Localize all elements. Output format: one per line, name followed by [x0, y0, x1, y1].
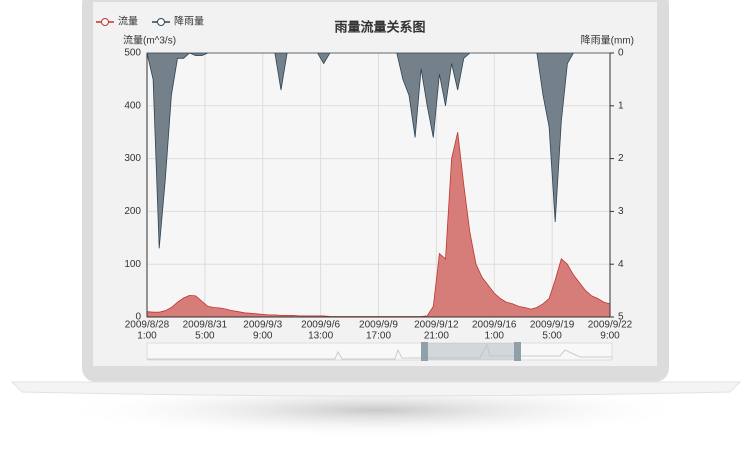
x-tick-label: 2009/8/28 — [125, 320, 170, 331]
y2-tick-label: 3 — [618, 206, 624, 217]
y2-tick-label: 4 — [618, 259, 624, 270]
chart: 雨量流量关系图 流量(m^3/s) 降雨量(mm) 0 100 200 300 400 5… — [96, 15, 634, 361]
data-zoom[interactable] — [146, 342, 613, 361]
data-zoom-handle[interactable] — [421, 342, 428, 361]
x-tick-label: 2009/8/31 — [183, 320, 228, 331]
x-tick-label: 2009/9/9 — [359, 320, 398, 331]
x-tick-label: 1:00 — [137, 331, 157, 342]
area-series — [146, 52, 610, 249]
legend-marker — [101, 18, 109, 26]
x-tick-label: 21:00 — [424, 331, 449, 342]
y-tick-label: 200 — [124, 206, 141, 217]
x-tick-label: 2009/9/22 — [588, 320, 633, 331]
x-tick-label: 2009/9/3 — [243, 320, 282, 331]
y-tick-label: 300 — [124, 153, 141, 164]
data-zoom-handle[interactable] — [514, 342, 521, 361]
x-tick-label: 5:00 — [195, 331, 215, 342]
y2-tick-label: 2 — [618, 153, 624, 164]
legend-label: 流量 — [118, 15, 138, 28]
y2-axis-label: 降雨量(mm) — [581, 34, 634, 47]
y2-tick-label: 5 — [618, 312, 624, 323]
x-tick-label: 17:00 — [366, 331, 391, 342]
y-tick-label: 0 — [135, 312, 141, 323]
x-tick-label: 2009/9/12 — [414, 320, 459, 331]
laptop-shadow — [56, 382, 696, 438]
y2-tick-label: 1 — [618, 100, 624, 111]
x-tick-label: 13:00 — [308, 331, 333, 342]
x-tick-label: 2009/9/6 — [301, 320, 340, 331]
legend-label: 降雨量 — [174, 15, 204, 28]
chart-title: 雨量流量关系图 — [334, 19, 425, 34]
data-zoom-window[interactable] — [425, 343, 518, 360]
x-tick-label: 1:00 — [485, 331, 505, 342]
legend-marker — [157, 18, 165, 26]
x-tick-label: 5:00 — [542, 331, 562, 342]
y2-tick-label: 0 — [618, 48, 624, 59]
x-tick-label: 9:00 — [600, 331, 620, 342]
x-tick-label: 9:00 — [253, 331, 273, 342]
y-tick-label: 100 — [124, 259, 141, 270]
x-tick-label: 2009/9/16 — [472, 320, 517, 331]
laptop-base — [10, 381, 742, 397]
x-tick-label: 2009/9/19 — [530, 320, 575, 331]
y-tick-label: 400 — [124, 100, 141, 111]
y-axis-label: 流量(m^3/s) — [123, 34, 176, 47]
y-tick-label: 500 — [124, 48, 141, 59]
